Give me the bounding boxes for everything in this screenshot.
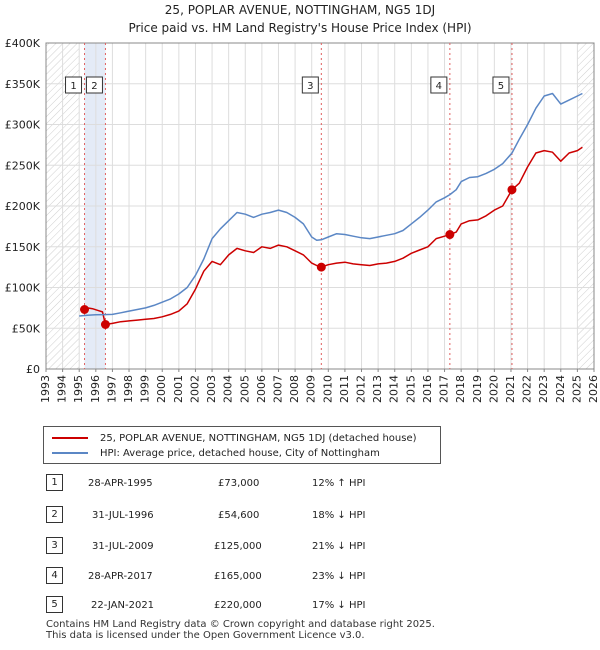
legend-item-hpi: HPI: Average price, detached house, City…: [52, 446, 380, 460]
sale-row: 5 22-JAN-2021 £220,000 17% ↓ HPI: [46, 596, 406, 614]
sale-point: [445, 230, 455, 240]
sale-row: 2 31-JUL-1996 £54,600 18% ↓ HPI: [46, 506, 406, 524]
sale-price: £73,000: [218, 478, 260, 489]
x-tick-label: 2008: [288, 375, 301, 403]
sale-hpi-diff: 18% ↓ HPI: [312, 510, 366, 521]
sale-price: £54,600: [218, 510, 260, 521]
sale-number-badge: 2: [46, 506, 63, 523]
x-tick-label: 2020: [487, 375, 500, 403]
sale-label-box: [65, 76, 83, 94]
y-tick-label: £50K: [12, 322, 41, 335]
sale-price: £165,000: [214, 571, 262, 582]
series-line-hpi: [79, 92, 583, 317]
sale-date: 28-APR-1995: [88, 478, 153, 489]
sale-hpi-diff: 12% ↑ HPI: [312, 478, 366, 489]
sale-label-number: 2: [91, 81, 97, 92]
x-tick-label: 1998: [122, 375, 135, 403]
x-tick-label: 2024: [554, 375, 567, 403]
x-tick-label: 2015: [404, 375, 417, 403]
sale-number-badge: 5: [46, 596, 63, 613]
x-tick-label: 2026: [587, 375, 600, 403]
footer-line2: This data is licensed under the Open Gov…: [46, 630, 365, 641]
sale-point: [316, 262, 326, 272]
y-tick-label: £250K: [5, 159, 41, 172]
legend-label-hpi: HPI: Average price, detached house, City…: [100, 447, 380, 459]
sale-number-badge: 1: [46, 474, 63, 491]
y-tick-label: £100K: [5, 282, 41, 295]
x-tick-label: 1993: [39, 375, 52, 403]
sale-hpi-diff: 21% ↓ HPI: [312, 541, 366, 552]
sale-label-number: 3: [307, 81, 313, 92]
sale-row: 4 28-APR-2017 £165,000 23% ↓ HPI: [46, 567, 406, 585]
x-tick-label: 1995: [72, 375, 85, 403]
plot-frame: [45, 42, 595, 370]
x-tick-label: 1996: [89, 375, 102, 403]
sale-date: 31-JUL-1996: [92, 510, 154, 521]
chart-title-line1: 25, POPLAR AVENUE, NOTTINGHAM, NG5 1DJ: [164, 3, 436, 17]
x-tick-label: 2019: [471, 375, 484, 403]
x-tick-label: 2021: [504, 375, 517, 403]
sale-row: 1 28-APR-1995 £73,000 12% ↑ HPI: [46, 474, 406, 492]
sale-price: £125,000: [214, 541, 262, 552]
x-tick-label: 2001: [172, 375, 185, 403]
sale-label-number: 4: [436, 81, 442, 92]
x-tick-label: 1997: [105, 375, 118, 403]
x-tick-label: 2004: [222, 375, 235, 403]
sale-number-badge: 3: [46, 537, 63, 554]
x-tick-label: 2017: [438, 375, 451, 403]
y-tick-label: £0: [26, 363, 40, 376]
sale-point: [507, 185, 517, 195]
sale-hpi-diff: 17% ↓ HPI: [312, 600, 366, 611]
sale-date: 31-JUL-2009: [92, 541, 154, 552]
sale-row: 3 31-JUL-2009 £125,000 21% ↓ HPI: [46, 537, 406, 555]
x-tick-label: 2023: [537, 375, 550, 403]
footer-line1: Contains HM Land Registry data © Crown c…: [46, 619, 435, 630]
x-tick-label: 2006: [255, 375, 268, 403]
chart-title-line2: Price paid vs. HM Land Registry's House …: [128, 21, 472, 35]
sale-date: 28-APR-2017: [88, 571, 153, 582]
x-tick-label: 2000: [155, 375, 168, 403]
x-tick-label: 2009: [305, 375, 318, 403]
legend-swatch-hpi: [52, 452, 88, 454]
sale-label-number: 5: [498, 81, 504, 92]
y-tick-label: £150K: [5, 241, 41, 254]
x-tick-label: 2005: [238, 375, 251, 403]
footer-attribution: Contains HM Land Registry data © Crown c…: [46, 619, 435, 641]
sale-label-number: 1: [70, 81, 76, 92]
y-tick-label: £350K: [5, 78, 41, 91]
x-tick-label: 2014: [388, 375, 401, 403]
x-tick-label: 1999: [139, 375, 152, 403]
y-tick-label: £300K: [5, 119, 41, 132]
legend-item-property: 25, POPLAR AVENUE, NOTTINGHAM, NG5 1DJ (…: [52, 431, 417, 445]
price-chart: £0 £50K £100K £150K £200K £250K £300K £350K £400…: [5, 37, 600, 403]
sale-label-box: [301, 76, 319, 94]
x-tick-label: 2022: [521, 375, 534, 403]
x-tick-label: 2013: [371, 375, 384, 403]
sale-number-badge: 4: [46, 567, 63, 584]
sale-label-box: [430, 76, 448, 94]
sale-label-box: [492, 76, 510, 94]
sale-label-box: [85, 76, 103, 94]
legend-swatch-property: [52, 437, 88, 439]
sale-date: 22-JAN-2021: [91, 600, 155, 611]
x-tick-label: 2016: [421, 375, 434, 403]
y-tick-label: £400K: [5, 37, 41, 50]
x-tick-label: 2018: [454, 375, 467, 403]
x-tick-label: 2011: [338, 375, 351, 403]
y-tick-label: £200K: [5, 200, 41, 213]
x-tick-label: 2012: [355, 375, 368, 403]
sale-point: [80, 305, 90, 315]
legend-label-property: 25, POPLAR AVENUE, NOTTINGHAM, NG5 1DJ (…: [100, 432, 417, 444]
sale-hpi-diff: 23% ↓ HPI: [312, 571, 366, 582]
sale-price: £220,000: [214, 600, 262, 611]
x-tick-label: 2002: [188, 375, 201, 403]
x-tick-label: 1994: [56, 375, 69, 403]
x-tick-label: 2025: [570, 375, 583, 403]
x-tick-label: 2007: [271, 375, 284, 403]
x-tick-label: 2003: [205, 375, 218, 403]
x-tick-label: 2010: [321, 375, 334, 403]
chart-legend: 25, POPLAR AVENUE, NOTTINGHAM, NG5 1DJ (…: [43, 426, 441, 464]
sale-point: [100, 320, 110, 330]
